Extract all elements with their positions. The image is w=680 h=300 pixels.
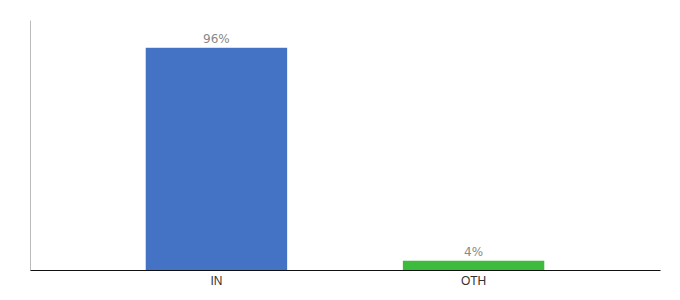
y-axis-line [30, 21, 31, 271]
chart: IN OTH 96% 4% [0, 0, 680, 300]
x-tick: IN [210, 274, 222, 288]
y-axis [30, 21, 31, 271]
x-tick: OTH [461, 274, 486, 288]
x-tick-label: OTH [461, 274, 486, 288]
data-labels: 96% 4% [203, 32, 483, 259]
x-axis: IN OTH [31, 271, 661, 288]
x-axis-line [31, 270, 661, 271]
plot: IN OTH 96% 4% [31, 21, 661, 288]
x-tick-label: IN [210, 274, 222, 288]
data-label: 4% [464, 245, 483, 259]
data-label: 96% [203, 32, 230, 46]
bars [146, 48, 545, 270]
bar [403, 261, 544, 270]
bar [146, 48, 287, 270]
